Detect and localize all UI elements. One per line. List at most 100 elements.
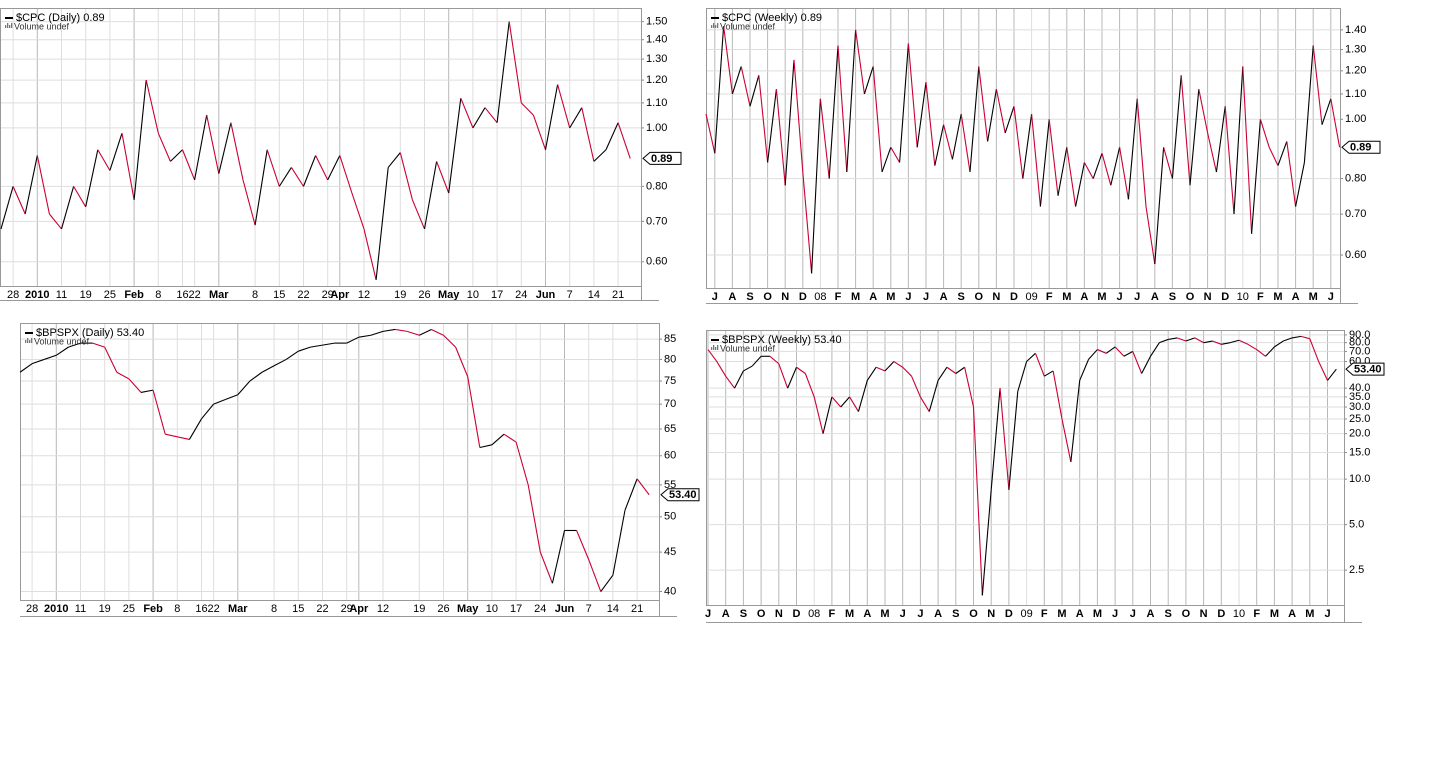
x-tick-label: O — [969, 608, 978, 620]
line-segment — [278, 167, 292, 187]
y-tick-label: 80 — [664, 353, 676, 365]
line-segment — [1017, 361, 1028, 392]
x-tick-label: Apr — [349, 603, 369, 615]
y-tick-label: 60 — [664, 450, 676, 462]
chart-title: $CPC (Daily) 0.89 — [16, 12, 105, 24]
line-segment — [218, 122, 232, 174]
x-tick-label: M — [845, 608, 854, 620]
x-tick-label: 11 — [75, 603, 86, 615]
line-segment — [769, 355, 780, 365]
line-segment — [872, 66, 883, 173]
line-segment — [266, 149, 280, 187]
line-segment — [1008, 391, 1019, 490]
line-segment — [322, 342, 335, 346]
line-segment — [298, 346, 311, 352]
x-tick-label: M — [851, 291, 860, 303]
line-segment — [855, 29, 865, 95]
line-segment — [569, 107, 583, 129]
line-segment — [588, 559, 602, 592]
line-segment — [1075, 162, 1085, 207]
x-tick-label: 16 — [195, 603, 207, 615]
x-tick-label: May — [457, 603, 479, 615]
x-tick-label: F — [835, 291, 842, 303]
x-tick-label: 2010 — [44, 603, 68, 615]
line-segment — [787, 367, 798, 389]
line-segment — [411, 199, 426, 230]
line-segment — [943, 124, 953, 160]
last-value-label: 0.89 — [651, 153, 672, 165]
volume-icon — [711, 25, 713, 28]
line-segment — [725, 375, 735, 389]
line-segment — [846, 29, 857, 173]
line-segment — [1034, 353, 1045, 377]
line-segment — [423, 161, 438, 230]
line-segment — [515, 441, 529, 486]
x-tick-label: 15 — [273, 289, 285, 301]
line-segment — [539, 551, 553, 584]
line-segment — [775, 89, 786, 186]
line-segment — [181, 149, 196, 181]
y-tick-label: 55 — [664, 479, 676, 491]
x-tick-label: J — [1112, 608, 1118, 620]
x-tick-label: 22 — [316, 603, 328, 615]
x-tick-label: 17 — [491, 289, 503, 301]
line-segment — [165, 433, 178, 438]
line-segment — [1163, 147, 1173, 179]
line-segment — [85, 149, 99, 207]
line-segment — [1215, 106, 1226, 173]
line-segment — [1141, 356, 1151, 374]
y-tick-label: 45 — [664, 546, 676, 558]
y-tick-label: 0.70 — [1345, 208, 1366, 220]
line-segment — [370, 330, 384, 336]
line-segment — [97, 149, 111, 171]
line-segment — [557, 84, 571, 129]
line-segment — [1039, 119, 1050, 207]
line-segment — [866, 366, 877, 381]
x-tick-label: 8 — [271, 603, 277, 615]
last-value-label: 0.89 — [1350, 142, 1371, 154]
line-segment — [723, 26, 733, 95]
line-segment — [327, 155, 341, 181]
line-segment — [731, 66, 742, 95]
x-tick-label: J — [917, 608, 923, 620]
x-tick-label: 8 — [174, 603, 180, 615]
line-segment — [1171, 75, 1182, 179]
x-tick-label: 22 — [188, 289, 200, 301]
line-segment — [170, 149, 183, 162]
x-tick-label: J — [905, 291, 911, 303]
y-tick-label: 80.0 — [1349, 337, 1370, 349]
last-value-label: 53.40 — [669, 489, 697, 501]
volume-icon — [717, 345, 719, 350]
x-tick-label: N — [775, 608, 783, 620]
line-segment — [104, 346, 118, 373]
line-segment — [928, 380, 939, 412]
line-segment — [237, 380, 251, 396]
line-segment — [242, 179, 256, 226]
y-tick-label: 30.0 — [1349, 401, 1370, 413]
line-segment — [1238, 339, 1249, 345]
last-value-box — [660, 488, 700, 502]
line-segment — [19, 363, 33, 373]
x-tick-label: 21 — [612, 289, 624, 301]
x-tick-label: 29 — [341, 603, 353, 615]
x-tick-label: 16 — [176, 289, 188, 301]
last-value-box — [642, 151, 682, 165]
line-segment — [532, 114, 547, 150]
x-tick-label: 12 — [358, 289, 370, 301]
line-segment — [1189, 89, 1200, 186]
line-segment — [472, 107, 486, 129]
x-tick-label: A — [1151, 291, 1159, 303]
line-segment — [290, 167, 304, 187]
x-tick-label: N — [987, 608, 995, 620]
line-segment — [443, 334, 456, 348]
line-segment — [496, 21, 510, 123]
x-tick-label: 26 — [437, 603, 449, 615]
x-tick-label: F — [1046, 291, 1053, 303]
last-value-box — [1341, 140, 1381, 154]
y-tick-label: 1.40 — [646, 34, 667, 46]
volume-icon — [11, 23, 13, 28]
line-segment — [1057, 147, 1068, 196]
line-segment — [1119, 147, 1129, 200]
x-tick-label: 10 — [1237, 291, 1249, 303]
x-tick-label: 25 — [104, 289, 116, 301]
